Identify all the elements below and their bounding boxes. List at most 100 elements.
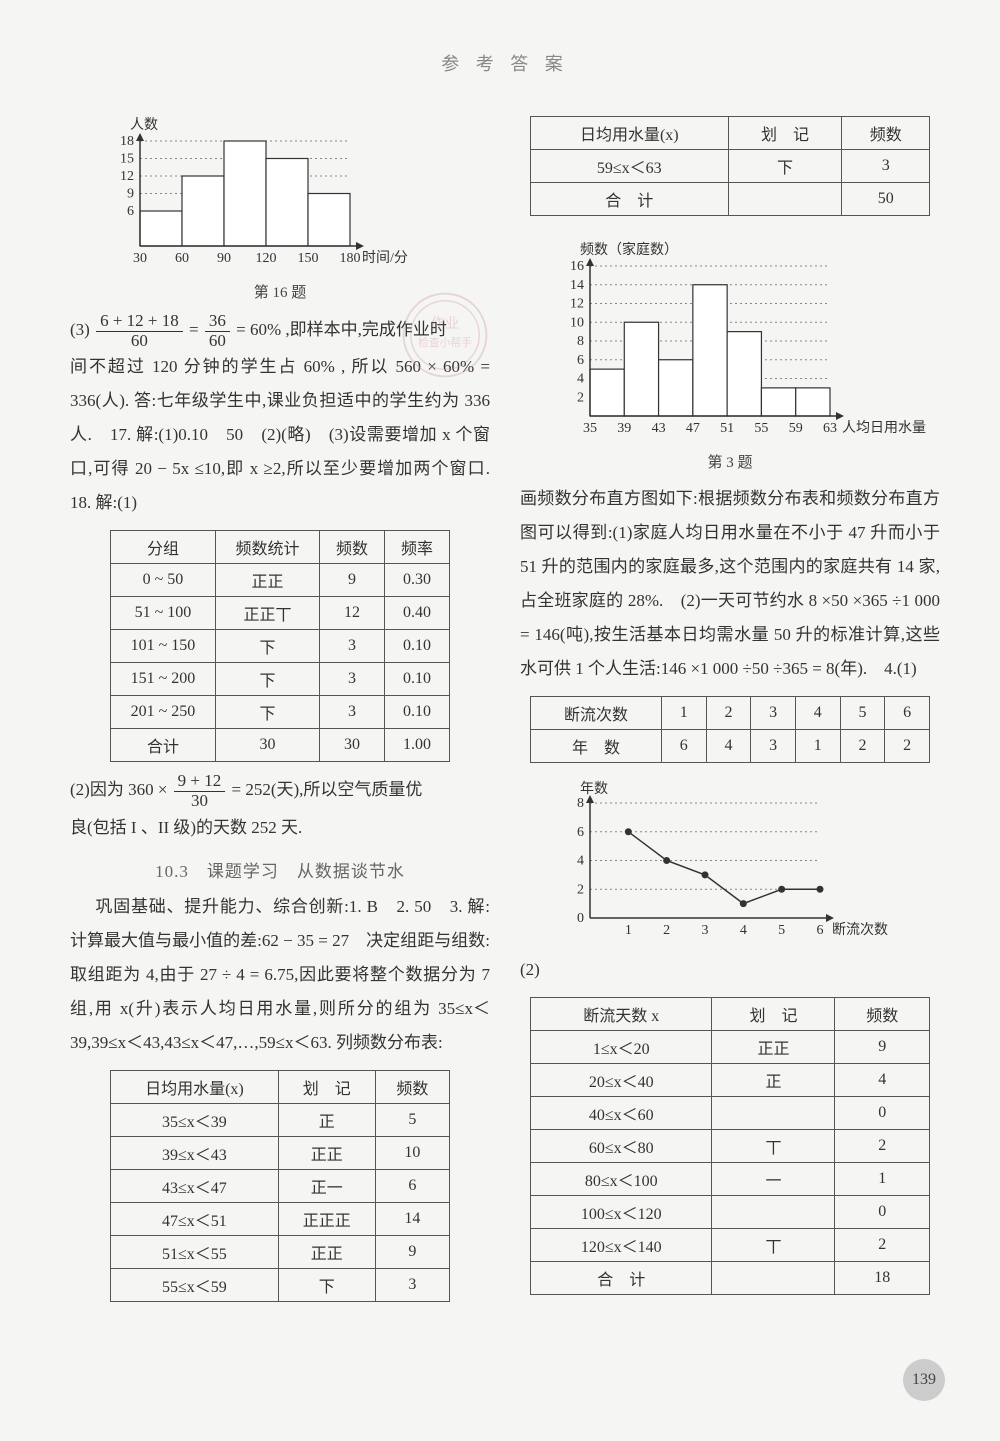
svg-text:51: 51 <box>720 421 734 436</box>
table-cell: 3 <box>375 1268 449 1301</box>
table-water-a: 日均用水量(x)划 记频数35≤x＜39正539≤x＜43正正1043≤x＜47… <box>110 1070 450 1302</box>
svg-text:14: 14 <box>570 278 584 293</box>
table-cell: 正 <box>712 1064 835 1097</box>
t1b: = <box>189 320 203 339</box>
table-cell: 正一 <box>278 1169 375 1202</box>
table-cell: 4 <box>706 730 751 763</box>
t3b: = 252(天),所以空气质量优 <box>232 780 423 799</box>
table-cell: 120≤x＜140 <box>531 1229 712 1262</box>
table-cell: 51 ~ 100 <box>111 597 216 630</box>
table-header: 频数 <box>842 117 930 150</box>
svg-text:0: 0 <box>577 911 584 926</box>
table-cell: 1 <box>795 730 840 763</box>
svg-text:60: 60 <box>175 251 189 266</box>
right-column: 日均用水量(x)划 记频数59≤x＜63下3合 计50 246810121416… <box>520 106 940 1312</box>
svg-text:47: 47 <box>686 421 700 436</box>
table-cell: 0.30 <box>385 564 450 597</box>
svg-text:12: 12 <box>570 297 584 312</box>
frac2-den: 60 <box>205 332 230 351</box>
table-cell: 丅 <box>712 1229 835 1262</box>
svg-text:6: 6 <box>127 204 134 219</box>
svg-text:6: 6 <box>577 353 584 368</box>
table-cell <box>712 1196 835 1229</box>
text-block-r2: (2) <box>520 953 940 987</box>
table-cell: 一 <box>712 1163 835 1196</box>
svg-text:2: 2 <box>577 390 584 405</box>
table-cell: 35≤x＜39 <box>111 1103 279 1136</box>
svg-text:9: 9 <box>127 187 134 202</box>
table-cell: 正正 <box>278 1235 375 1268</box>
table-header: 频数 <box>375 1070 449 1103</box>
table-cell: 1.00 <box>385 729 450 762</box>
table-cell: 0 <box>835 1196 930 1229</box>
svg-text:4: 4 <box>577 854 584 869</box>
table-cell: 断流次数 <box>531 697 662 730</box>
chart-3: 2468101214163539434751555963频数（家庭数）人均日用水… <box>540 236 940 446</box>
svg-text:43: 43 <box>652 421 666 436</box>
table-18: 分组频数统计频数频率0 ~ 50正正90.3051 ~ 100正正丅120.40… <box>110 530 450 762</box>
svg-text:3: 3 <box>702 923 709 938</box>
table-cell: 9 <box>320 564 385 597</box>
table-cell <box>712 1097 835 1130</box>
table-cell: 4 <box>795 697 840 730</box>
svg-text:8: 8 <box>577 334 584 349</box>
table-cell: 1≤x＜20 <box>531 1031 712 1064</box>
table-cell: 1 <box>835 1163 930 1196</box>
table-cell: 2 <box>835 1130 930 1163</box>
svg-text:90: 90 <box>217 251 231 266</box>
table-cell: 0.10 <box>385 696 450 729</box>
chart-3-caption: 第 3 题 <box>520 451 940 472</box>
table-cell: 50 <box>842 183 930 216</box>
table-cell: 3 <box>320 696 385 729</box>
table-cell: 5 <box>840 697 885 730</box>
table-cell: 丅 <box>712 1130 835 1163</box>
svg-text:人数: 人数 <box>130 117 158 133</box>
main-columns: 69121518306090120150180人数时间/分 第 16 题 (3)… <box>70 106 940 1312</box>
svg-text:8: 8 <box>577 796 584 811</box>
table-cell: 正正 <box>215 564 319 597</box>
table-cell: 正 <box>278 1103 375 1136</box>
table-header: 日均用水量(x) <box>531 117 729 150</box>
frac1-den: 60 <box>96 332 183 351</box>
frac1-num: 6 + 12 + 18 <box>96 312 183 332</box>
frac2: 36 60 <box>205 312 230 350</box>
table-cell: 合 计 <box>531 183 729 216</box>
table-cell: 6 <box>661 730 706 763</box>
table-cell: 39≤x＜43 <box>111 1136 279 1169</box>
table-cell: 60≤x＜80 <box>531 1130 712 1163</box>
table-cell <box>712 1262 835 1295</box>
table-cell: 6 <box>885 697 930 730</box>
table-cell: 下 <box>215 696 319 729</box>
table-cell: 1 <box>661 697 706 730</box>
table-cell: 40≤x＜60 <box>531 1097 712 1130</box>
table-cell: 0 ~ 50 <box>111 564 216 597</box>
svg-text:16: 16 <box>570 259 584 274</box>
table-header: 日均用水量(x) <box>111 1070 279 1103</box>
table-4a: 断流次数123456年 数643122 <box>530 696 930 763</box>
table-cell <box>728 183 842 216</box>
table-cell: 2 <box>885 730 930 763</box>
table-cell: 9 <box>835 1031 930 1064</box>
table-header: 频数 <box>320 531 385 564</box>
table-cell: 18 <box>835 1262 930 1295</box>
table-header: 断流天数 x <box>531 998 712 1031</box>
page-number: 139 <box>903 1359 945 1401</box>
table-cell: 0.10 <box>385 663 450 696</box>
table-cell: 合计 <box>111 729 216 762</box>
table-cell: 下 <box>728 150 842 183</box>
svg-text:35: 35 <box>583 421 597 436</box>
frac3-den: 30 <box>174 792 226 811</box>
svg-text:2: 2 <box>577 882 584 897</box>
svg-text:10: 10 <box>570 315 584 330</box>
svg-text:频数（家庭数）: 频数（家庭数） <box>580 241 678 258</box>
table-cell: 0.40 <box>385 597 450 630</box>
section-10-3: 10.3 课题学习 从数据谈节水 <box>70 857 490 882</box>
table-cell: 正正正 <box>278 1202 375 1235</box>
svg-text:63: 63 <box>823 421 837 436</box>
table-cell: 6 <box>375 1169 449 1202</box>
table-cell: 201 ~ 250 <box>111 696 216 729</box>
text-block-r1: 画频数分布直方图如下:根据频数分布表和频数分布直方图可以得到:(1)家庭人均日用… <box>520 482 940 686</box>
chart-line: 02468123456年数断流次数 <box>540 778 940 948</box>
table-cell: 3 <box>842 150 930 183</box>
svg-text:2: 2 <box>663 923 670 938</box>
